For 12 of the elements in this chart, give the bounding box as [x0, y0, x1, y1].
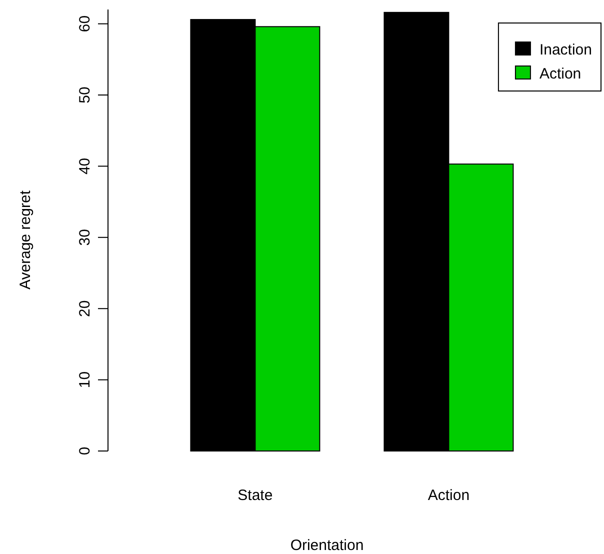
y-tick-label: 10	[76, 371, 94, 388]
legend-label: Action	[539, 65, 582, 82]
y-tick-label: 50	[76, 86, 94, 104]
y-tick-label: 20	[76, 300, 94, 317]
y-tick-label: 0	[76, 446, 94, 456]
y-tick-label: 60	[76, 15, 94, 32]
y-tick-label: 30	[76, 229, 94, 246]
legend-label: Inaction	[539, 41, 592, 58]
x-tick-label: State	[238, 487, 273, 504]
y-tick-label: 40	[76, 158, 94, 175]
x-axis-title: Orientation	[290, 537, 364, 554]
y-axis-title: Average regret	[17, 190, 34, 290]
